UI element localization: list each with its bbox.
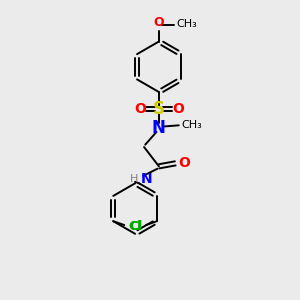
- Text: Cl: Cl: [129, 220, 142, 233]
- Text: N: N: [141, 172, 152, 186]
- Text: O: O: [134, 102, 146, 116]
- Text: CH₃: CH₃: [177, 19, 197, 29]
- Text: H: H: [130, 174, 138, 184]
- Text: Cl: Cl: [128, 220, 141, 233]
- Text: O: O: [154, 16, 164, 29]
- Text: S: S: [153, 100, 165, 118]
- Text: N: N: [152, 119, 166, 137]
- Text: O: O: [172, 102, 184, 116]
- Text: O: O: [178, 156, 190, 170]
- Text: CH₃: CH₃: [182, 120, 202, 130]
